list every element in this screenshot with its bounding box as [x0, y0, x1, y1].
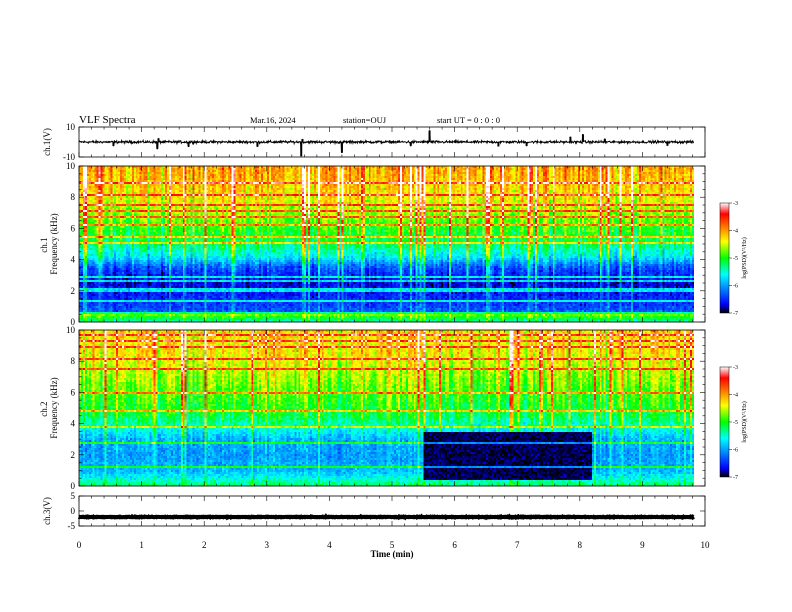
- y-tick-label: -5: [68, 521, 76, 531]
- y-tick-label: 0: [71, 317, 76, 327]
- ch2-spectrogram-panel: 0 2 4 6 8 10 ch.2 Frequency (kHz) -3 -4 -5 -6 -7 l…: [39, 325, 748, 491]
- colorbar-tick-label: -4: [733, 393, 738, 399]
- y-tick-label: 10: [66, 161, 76, 171]
- y-tick-label: 8: [71, 192, 76, 202]
- colorbar-label: log(PSD)(V²/Hz): [741, 401, 748, 442]
- station-label: station=OUJ: [343, 115, 387, 125]
- ch2-spectrogram-ylabel-line1: ch.2: [39, 402, 49, 417]
- colorbar-tick-label: -3: [733, 201, 738, 207]
- colorbar-tick-label: -3: [733, 365, 738, 371]
- x-tick-label: 9: [640, 540, 645, 550]
- spectrogram-cells: [79, 166, 695, 323]
- colorbar-scale: [719, 366, 730, 478]
- x-tick-label: 0: [77, 540, 82, 550]
- date-label: Mar.16, 2024: [250, 115, 296, 125]
- x-tick-label: 8: [578, 540, 583, 550]
- x-tick-label: 1: [139, 540, 144, 550]
- ch2-spectrogram-ylabel: ch.2 Frequency (kHz): [39, 377, 59, 438]
- ch1-spectrogram-panel: 0 2 4 6 8 10 ch.1 Frequency (kHz) -3 -4 -5 -6 -7 l…: [39, 161, 748, 327]
- waveform-trace: [78, 130, 695, 157]
- y-tick-label: 4: [71, 419, 76, 429]
- ch1-spectrogram-ylabel-line2: Frequency (kHz): [49, 213, 59, 274]
- y-tick-label: 6: [71, 387, 76, 397]
- y-tick-label: 2: [71, 450, 76, 460]
- colorbar-tick-label: -5: [733, 420, 738, 426]
- y-tick-label: 8: [71, 356, 76, 366]
- colorbar-scale: [719, 202, 730, 314]
- ch2-spectrogram-ylabel-line2: Frequency (kHz): [49, 377, 59, 438]
- time-axis-label: Time (min): [370, 549, 413, 559]
- colorbar-tick-label: -4: [733, 229, 738, 235]
- ch1-waveform-panel: 10 -10 ch.1(V): [42, 122, 706, 162]
- y-tick-label: 0: [71, 506, 76, 516]
- y-tick-label: 6: [71, 223, 76, 233]
- ch2-colorbar: -3 -4 -5 -6 -7 log(PSD)(V²/Hz): [719, 365, 748, 481]
- x-tick-label: 7: [515, 540, 520, 550]
- x-tick-label: 4: [327, 540, 332, 550]
- ch3-waveform-panel: 5 0 -5 ch.3(V): [42, 491, 706, 531]
- colorbar-tick-label: -6: [733, 448, 738, 454]
- spectrogram-cells: [79, 330, 695, 487]
- colorbar-tick-label: -7: [733, 475, 738, 481]
- colorbar-label: log(PSD)(V²/Hz): [741, 237, 748, 278]
- colorbar-tick-label: -5: [733, 256, 738, 262]
- colorbar-tick-label: -6: [733, 284, 738, 290]
- start-time-label: start UT = 0 : 0 : 0: [437, 115, 500, 125]
- ch1-spectrogram-ylabel: ch.1 Frequency (kHz): [39, 213, 59, 274]
- ch1-waveform-ylabel: ch.1(V): [42, 128, 52, 156]
- waveform-trace: [77, 513, 695, 521]
- ch1-colorbar: -3 -4 -5 -6 -7 log(PSD)(V²/Hz): [719, 201, 748, 317]
- x-tick-label: 10: [701, 540, 711, 550]
- figure-title: VLF Spectra: [79, 114, 136, 126]
- ch3-waveform-ylabel: ch.3(V): [42, 497, 52, 525]
- y-tick-label: -10: [63, 152, 75, 162]
- y-tick-label: 5: [71, 491, 76, 501]
- y-tick-label: 0: [71, 481, 76, 491]
- y-tick-label: 2: [71, 286, 76, 296]
- ch1-spectrogram-ylabel-line1: ch.1: [39, 238, 49, 253]
- x-tick-label: 3: [265, 540, 270, 550]
- x-tick-label: 5: [390, 540, 395, 550]
- y-tick-label: 10: [66, 325, 76, 335]
- y-tick-label: 10: [66, 122, 76, 132]
- y-tick-label: 4: [71, 255, 76, 265]
- time-axis: 0 1 2 3 4 5 6 7 8 9 10: [77, 540, 710, 550]
- colorbar-tick-label: -7: [733, 311, 738, 317]
- x-tick-label: 6: [452, 540, 457, 550]
- x-tick-label: 2: [202, 540, 207, 550]
